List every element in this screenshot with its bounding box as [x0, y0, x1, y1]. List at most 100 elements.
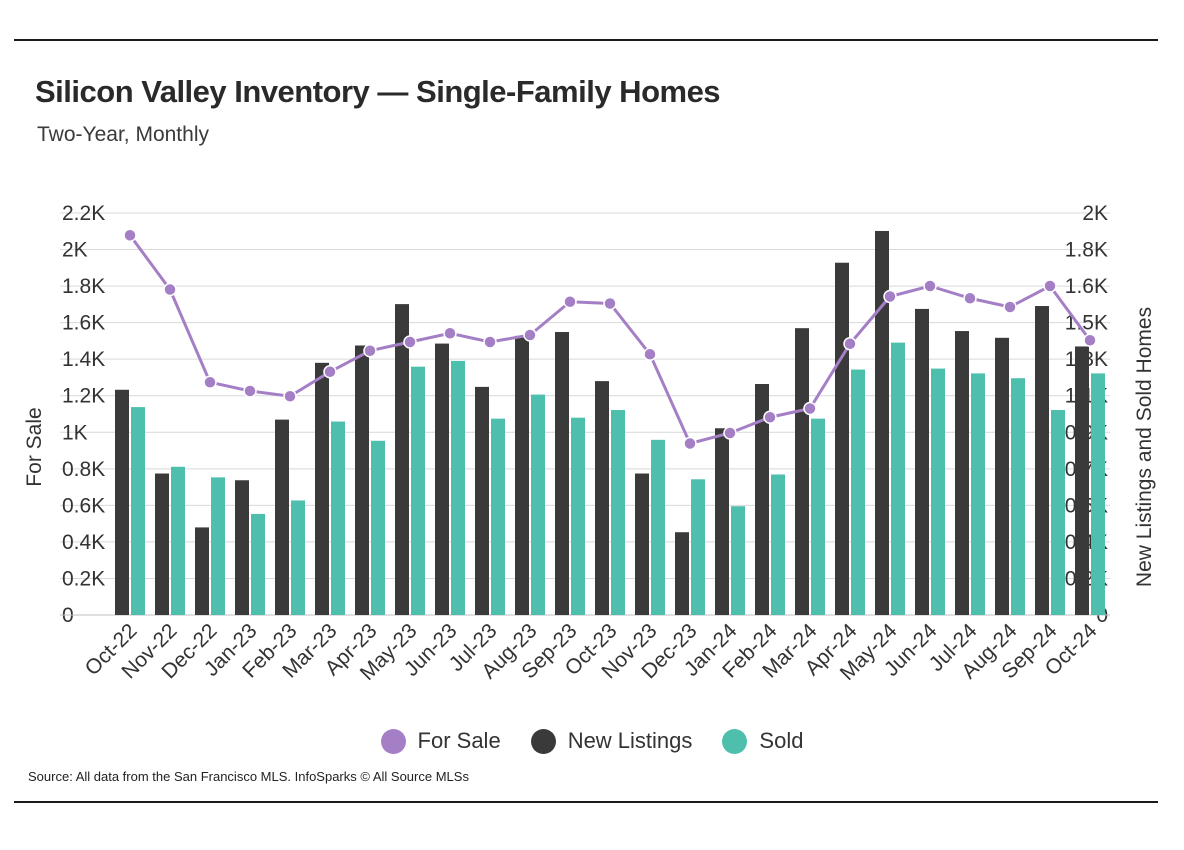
left-tick-label: 1.6K	[62, 312, 105, 335]
point-for-sale	[563, 295, 577, 309]
point-for-sale	[723, 426, 737, 440]
bar-sold	[851, 369, 865, 615]
point-for-sale	[403, 335, 417, 349]
point-for-sale	[603, 296, 617, 311]
legend-label-for-sale: For Sale	[417, 728, 501, 753]
bar-sold	[331, 421, 345, 615]
bar-sold	[931, 368, 945, 615]
right-tick-label: 1.8K	[1065, 239, 1108, 262]
bottom-rule	[14, 801, 1158, 803]
left-tick-label: 2.2K	[62, 202, 105, 225]
legend-swatch-new-listings	[530, 728, 556, 754]
legend-swatch-for-sale	[380, 728, 406, 754]
legend-label-new-listings: New Listings	[567, 728, 693, 753]
bar-sold	[1011, 378, 1025, 615]
bar-new-listings	[835, 262, 849, 615]
point-for-sale	[1043, 279, 1057, 293]
bar-new-listings	[115, 389, 129, 615]
bar-new-listings	[275, 419, 289, 615]
point-for-sale	[123, 228, 137, 242]
bar-sold	[611, 409, 625, 615]
bar-new-listings	[875, 230, 889, 615]
chart-title: Silicon Valley Inventory — Single-Family…	[35, 74, 721, 109]
right-axis-title: New Listings and Sold Homes	[1133, 307, 1156, 587]
point-for-sale	[243, 384, 257, 398]
point-for-sale	[1003, 300, 1017, 314]
right-tick-label: 2K	[1082, 202, 1108, 225]
bar-new-listings	[395, 304, 409, 615]
bar-sold	[291, 500, 305, 615]
left-tick-label: 1.2K	[62, 385, 105, 408]
legend-item-for-sale[interactable]: For Sale	[380, 728, 501, 754]
chart-area: 000.2K0.2K0.4K0.4K0.6K0.5K0.8K0.7K1K0.9K…	[23, 202, 1156, 685]
bar-sold	[571, 417, 585, 615]
point-for-sale	[163, 282, 177, 297]
legend-item-new-listings[interactable]: New Listings	[530, 728, 693, 754]
bar-sold	[731, 506, 745, 615]
legend-label-sold: Sold	[759, 728, 804, 753]
bar-sold	[1051, 409, 1065, 615]
bar-new-listings	[195, 527, 209, 615]
bar-new-listings	[515, 335, 529, 615]
bar-sold	[131, 407, 145, 615]
bar-new-listings	[435, 343, 449, 615]
bar-new-listings	[995, 337, 1009, 615]
bar-new-listings	[235, 480, 249, 615]
bar-new-listings	[955, 331, 969, 615]
bar-sold	[691, 479, 705, 615]
left-tick-label: 0.8K	[62, 458, 105, 481]
left-tick-label: 1.8K	[62, 275, 105, 298]
point-for-sale	[283, 389, 297, 403]
point-for-sale	[683, 436, 697, 451]
chart-subtitle: Two-Year, Monthly	[37, 123, 209, 146]
point-for-sale	[483, 335, 497, 349]
bar-sold	[651, 439, 665, 615]
point-for-sale	[363, 344, 377, 358]
point-for-sale	[203, 375, 217, 389]
bar-new-listings	[595, 381, 609, 615]
legend-swatch-sold	[722, 728, 748, 754]
bar-sold	[171, 466, 185, 615]
bar-sold	[371, 440, 385, 615]
left-tick-label: 0.2K	[62, 567, 105, 590]
left-tick-label: 1.4K	[62, 348, 105, 371]
bar-sold	[451, 360, 465, 615]
bar-new-listings	[795, 328, 809, 615]
left-tick-label: 2K	[62, 239, 88, 262]
source-note: Source: All data from the San Francisco …	[28, 769, 469, 784]
legend-item-sold[interactable]: Sold	[722, 728, 803, 754]
bar-new-listings	[1035, 306, 1049, 615]
point-for-sale	[763, 410, 777, 424]
bar-new-listings	[755, 384, 769, 615]
bar-sold	[531, 394, 545, 615]
point-for-sale	[963, 291, 977, 305]
bar-new-listings	[915, 308, 929, 615]
bar-new-listings	[715, 428, 729, 615]
bar-sold	[491, 418, 505, 615]
bar-new-listings	[155, 473, 169, 615]
point-for-sale	[883, 289, 897, 304]
bar-new-listings	[675, 532, 689, 615]
bar-new-listings	[555, 332, 569, 615]
bar-sold	[891, 342, 905, 615]
bar-new-listings	[355, 345, 369, 615]
point-for-sale	[843, 337, 857, 351]
legend: For Sale New Listings Sold	[0, 728, 1184, 754]
bar-sold	[971, 373, 985, 615]
left-tick-label: 1K	[62, 421, 88, 444]
left-axis-title: For Sale	[23, 407, 46, 486]
bar-sold	[771, 474, 785, 615]
point-for-sale	[803, 401, 817, 416]
point-for-sale	[323, 365, 337, 379]
bar-new-listings	[315, 362, 329, 615]
point-for-sale	[923, 279, 937, 293]
bar-sold	[411, 366, 425, 615]
top-rule	[14, 39, 1158, 41]
right-tick-label: 1.6K	[1065, 275, 1108, 298]
point-for-sale	[1083, 333, 1097, 347]
bar-sold	[1091, 373, 1105, 615]
bar-new-listings	[635, 473, 649, 615]
bar-sold	[251, 513, 265, 615]
right-tick-label: 1.5K	[1065, 312, 1108, 335]
bar-sold	[211, 477, 225, 615]
